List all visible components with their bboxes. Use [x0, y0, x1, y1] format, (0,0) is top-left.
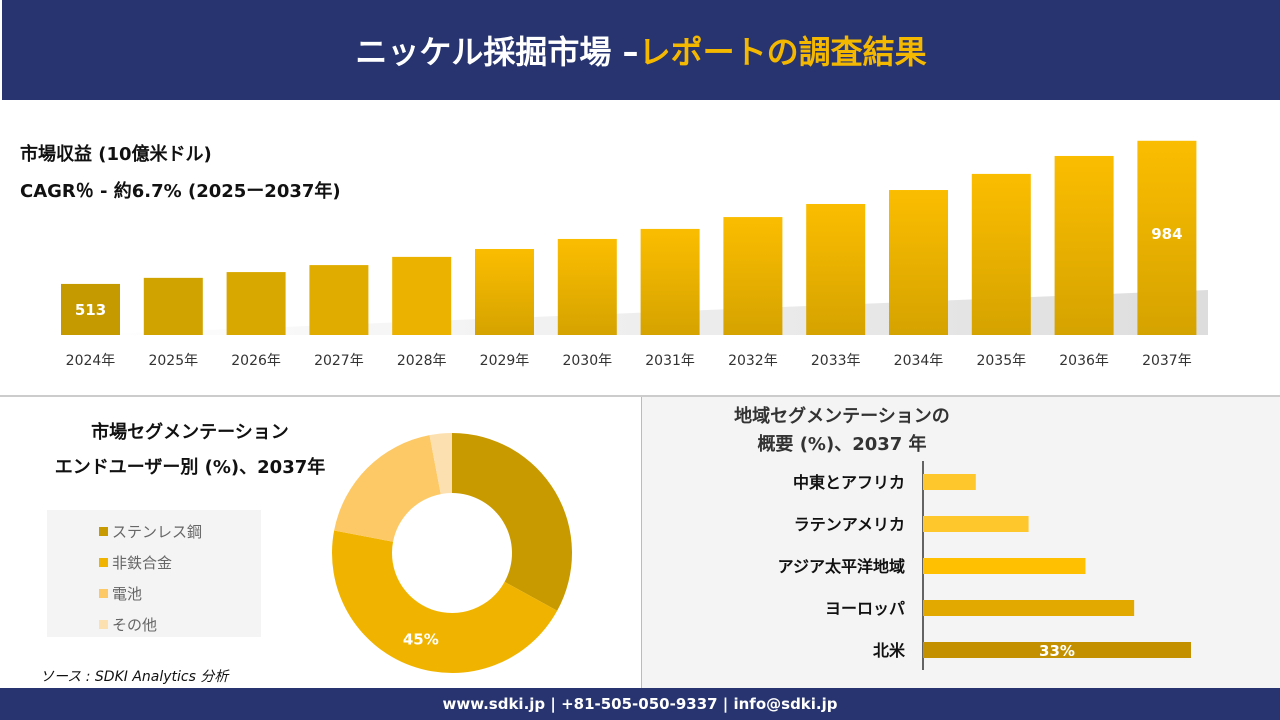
- legend-label: 非鉄合金: [112, 554, 173, 572]
- divider: [0, 395, 1280, 397]
- donut-legend: ステンレス鋼 非鉄合金電池その他: [47, 510, 261, 637]
- bar-2033年: [806, 203, 866, 335]
- x-tick-label: 2033年: [811, 353, 861, 369]
- bar-2030年: [557, 238, 617, 335]
- data-label: 513: [75, 301, 106, 319]
- bar-2025年: [143, 277, 203, 335]
- data-label: 33%: [1039, 642, 1075, 660]
- data-label: 45%: [403, 631, 439, 649]
- legend-label: その他: [112, 616, 158, 634]
- bar-2028年: [392, 256, 452, 335]
- legend-item: ステンレス鋼: [99, 516, 261, 547]
- bar-2029年: [475, 248, 534, 335]
- bar-2031年: [640, 228, 700, 335]
- legend-swatch: [99, 620, 108, 629]
- region-title: 地域セグメンテーションの 概要 (%)、2037 年: [642, 403, 1042, 459]
- x-tick-label: 2024年: [66, 353, 116, 369]
- y-tick-label: ヨーロッパ: [825, 599, 905, 618]
- region-title-line1: 地域セグメンテーションの: [734, 406, 950, 427]
- cagr-label: CAGR％ - 約6.7% (2025ー2037年): [20, 181, 341, 202]
- bar-ラテンアメリカ: [923, 516, 1029, 532]
- revenue-bar-chart: 2024年 513 2025年 2026年 2027年 2028年 2029年 2030年 20…: [61, 140, 1208, 369]
- bar-2036年: [1054, 155, 1114, 335]
- data-label: 984: [1151, 225, 1182, 243]
- footer-contact: www.sdki.jp | +81-505-050-9337 | info@sd…: [0, 688, 1280, 720]
- page-title: ニッケル採掘市場 –レポートの調査結果: [355, 27, 926, 73]
- x-tick-label: 2036年: [1059, 353, 1109, 369]
- x-tick-label: 2037年: [1142, 353, 1192, 369]
- bar-2024年: [61, 283, 120, 335]
- x-tick-label: 2031年: [645, 353, 695, 369]
- segment-title-line1: 市場セグメンテーション: [91, 422, 289, 443]
- x-tick-label: 2035年: [976, 353, 1026, 369]
- source-note: ソース : SDKI Analytics 分析: [40, 669, 229, 685]
- bar-北米: [923, 642, 1191, 658]
- legend-label: ステンレス鋼: [112, 523, 203, 541]
- donut-slice-その他: [429, 433, 452, 495]
- legend-swatch: [99, 527, 108, 536]
- legend-item: 電池: [99, 578, 261, 609]
- legend-label: 電池: [112, 585, 143, 603]
- y-tick-label: 北米: [873, 641, 906, 660]
- bar-2032年: [723, 217, 783, 335]
- donut-slice-非鉄合金: [332, 530, 558, 674]
- title-main: ニッケル採掘市場 –: [355, 33, 639, 71]
- header-banner: ニッケル採掘市場 –レポートの調査結果: [2, 0, 1280, 100]
- enduser-donut-chart: 45%: [332, 433, 572, 674]
- legend-swatch: [99, 558, 108, 567]
- segment-title-line2: エンドユーザー別 (%)、2037年: [54, 457, 326, 478]
- y-tick-label: アジア太平洋地域: [778, 557, 905, 576]
- y-tick-label: ラテンアメリカ: [794, 515, 905, 534]
- donut-slice-ステンレス鋼: [452, 433, 572, 611]
- bar-2026年: [226, 272, 286, 335]
- x-tick-label: 2030年: [562, 353, 612, 369]
- legend-item: 非鉄合金: [99, 547, 261, 578]
- y-tick-label: 中東とアフリカ: [793, 473, 905, 492]
- x-tick-label: 2028年: [397, 353, 447, 369]
- bar-ヨーロッパ: [923, 600, 1135, 616]
- region-title-line2: 概要 (%)、2037 年: [757, 434, 927, 455]
- title-accent: レポートの調査結果: [638, 33, 927, 71]
- x-tick-label: 2032年: [728, 353, 778, 369]
- legend-item: その他: [99, 609, 261, 640]
- bar-アジア太平洋地域: [923, 558, 1086, 574]
- revenue-label: 市場収益 (10億米ドル): [20, 144, 212, 165]
- bar-2035年: [971, 173, 1031, 335]
- x-tick-label: 2026年: [231, 353, 281, 369]
- bar-2037年: [1137, 140, 1197, 335]
- x-tick-label: 2029年: [480, 353, 530, 369]
- donut-slice-電池: [334, 435, 441, 542]
- x-tick-label: 2025年: [148, 353, 198, 369]
- legend-swatch: [99, 589, 108, 598]
- bar-2027年: [309, 265, 369, 335]
- x-tick-label: 2027年: [314, 353, 364, 369]
- bar-中東とアフリカ: [923, 474, 976, 490]
- bar-2034年: [889, 190, 948, 335]
- region-panel: 地域セグメンテーションの 概要 (%)、2037 年 中東とアフリカ ラテンアメリ…: [641, 397, 1280, 688]
- x-tick-label: 2034年: [894, 353, 944, 369]
